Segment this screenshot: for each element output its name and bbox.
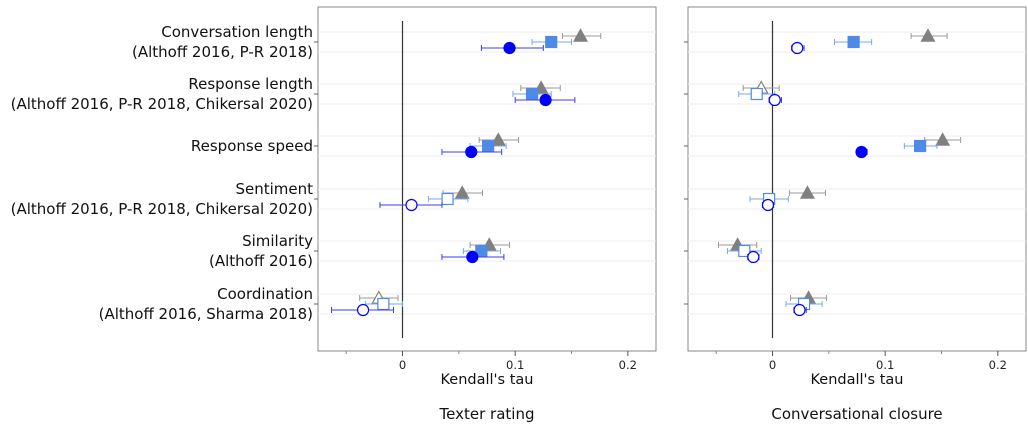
category-citation: (Althoff 2016, P-R 2018) (132, 43, 313, 61)
category-citation: (Althoff 2016, P-R 2018, Chikersal 2020) (11, 95, 313, 113)
panel-frame (687, 6, 1027, 352)
circle-marker (768, 93, 781, 107)
category-label: Conversation length (161, 23, 313, 41)
x-tick-label: 0 (769, 358, 776, 372)
circle-marker (503, 41, 516, 55)
triangle-marker (490, 132, 506, 146)
square-marker (913, 139, 927, 153)
triangle-marker (454, 185, 470, 199)
circle-marker (855, 145, 868, 159)
circle-marker (405, 198, 418, 212)
category-citation: (Althoff 2016) (209, 252, 313, 270)
triangle-marker (572, 28, 589, 42)
triangle-marker (799, 185, 815, 199)
triangle-marker (920, 28, 936, 42)
square-marker (545, 35, 558, 49)
x-tick-label: 0.1 (876, 358, 894, 372)
category-citation: (Althoff 2016, Sharma 2018) (99, 305, 313, 323)
circle-marker (761, 198, 775, 212)
x-axis-title: Kendall's tau (811, 372, 904, 388)
square-marker (482, 139, 495, 153)
circle-marker (465, 145, 478, 159)
square-marker (441, 192, 454, 206)
category-citation: (Althoff 2016, P-R 2018, Chikersal 2020) (11, 200, 313, 218)
category-label: Response length (188, 75, 313, 93)
x-tick-label: 0 (399, 358, 406, 372)
triangle-marker (935, 132, 951, 146)
x-tick-label: 0.2 (619, 358, 637, 372)
panel-title: Conversational closure (771, 405, 942, 423)
circle-marker (539, 93, 552, 107)
category-label: Similarity (242, 232, 313, 250)
square-marker (738, 244, 751, 258)
square-marker (525, 87, 539, 101)
square-marker (377, 297, 390, 311)
category-label: Sentiment (235, 180, 313, 198)
category-label: Coordination (217, 285, 313, 303)
x-tick-label: 0.1 (506, 358, 524, 372)
square-marker (847, 35, 860, 49)
panel-frame (317, 6, 657, 352)
x-axis-title: Kendall's tau (441, 372, 534, 388)
circle-marker (356, 303, 370, 317)
category-label: Response speed (191, 137, 313, 155)
circle-marker (793, 303, 806, 317)
x-tick-label: 0.2 (989, 358, 1007, 372)
circle-marker (466, 250, 479, 264)
circle-marker (747, 250, 760, 264)
circle-marker (791, 41, 804, 55)
square-marker (750, 87, 763, 101)
panel-title: Texter rating (439, 405, 535, 423)
